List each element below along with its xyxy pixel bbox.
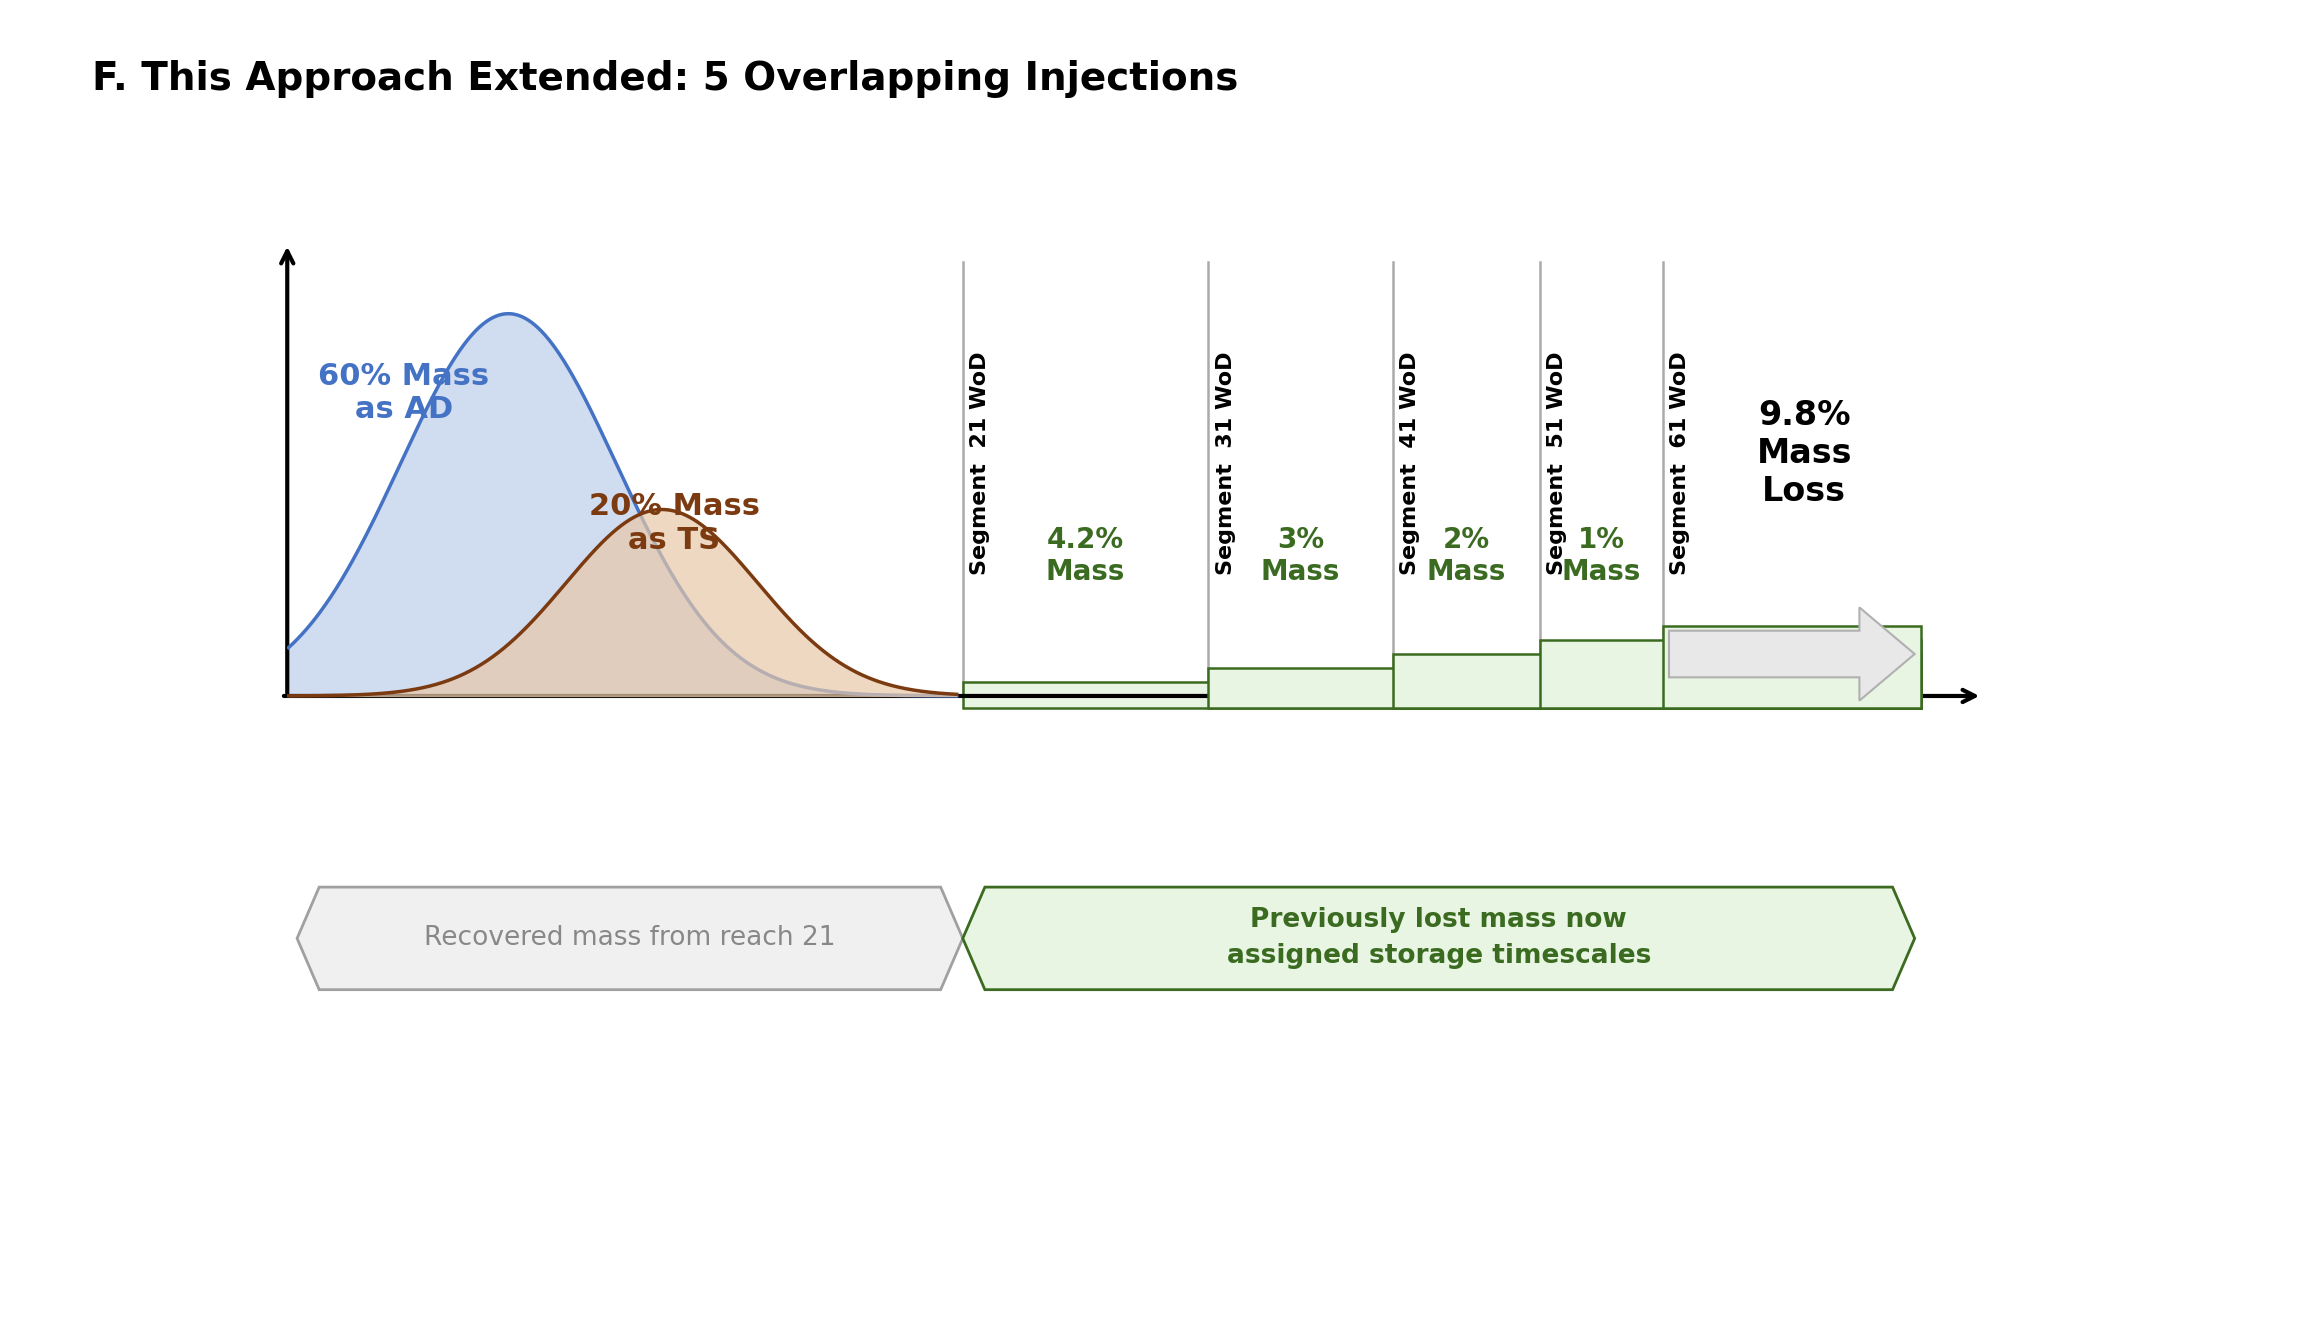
Text: Segment  51 WoD: Segment 51 WoD (1547, 352, 1567, 574)
Text: 20% Mass
as TS: 20% Mass as TS (588, 493, 761, 554)
Text: 1%
Mass: 1% Mass (1563, 526, 1641, 586)
Text: Recovered mass from reach 21: Recovered mass from reach 21 (425, 926, 836, 951)
Polygon shape (1668, 607, 1914, 701)
Polygon shape (296, 887, 963, 990)
Text: Segment  61 WoD: Segment 61 WoD (1671, 352, 1691, 574)
Bar (1664, 626, 1921, 707)
Polygon shape (963, 887, 1914, 990)
Text: Segment  41 WoD: Segment 41 WoD (1399, 352, 1420, 574)
Text: Segment  31 WoD: Segment 31 WoD (1216, 352, 1236, 574)
Text: F. This Approach Extended: 5 Overlapping Injections: F. This Approach Extended: 5 Overlapping… (92, 60, 1239, 99)
Text: 60% Mass
as AD: 60% Mass as AD (319, 362, 489, 424)
Bar (1393, 654, 1921, 707)
Bar (963, 682, 1921, 707)
Text: 2%
Mass: 2% Mass (1427, 526, 1505, 586)
Text: 9.8%
Mass
Loss: 9.8% Mass Loss (1756, 398, 1852, 509)
Bar (1540, 639, 1921, 707)
Text: 4.2%
Mass: 4.2% Mass (1046, 526, 1126, 586)
Text: Segment  21 WoD: Segment 21 WoD (970, 352, 990, 574)
Text: 3%
Mass: 3% Mass (1262, 526, 1340, 586)
Bar (1209, 669, 1921, 707)
Text: Previously lost mass now
assigned storage timescales: Previously lost mass now assigned storag… (1227, 907, 1650, 970)
